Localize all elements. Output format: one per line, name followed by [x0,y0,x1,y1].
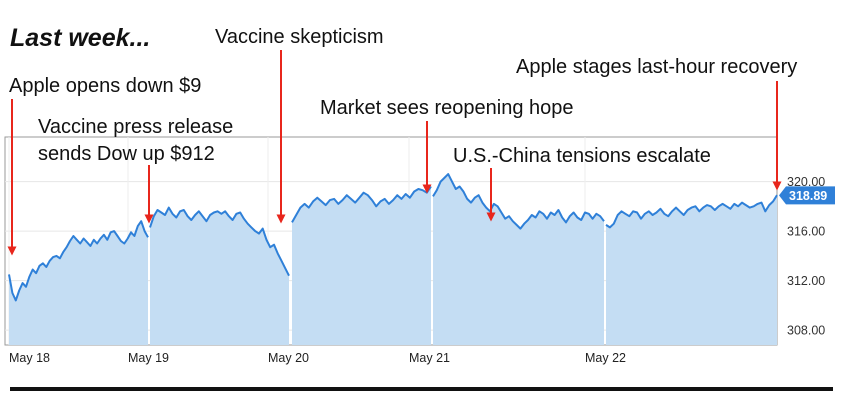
y-axis: 320.00 316.00 312.00 308.00 [787,175,825,338]
last-price-badge: 318.89 [779,186,835,205]
price-line-may-20 [291,185,432,223]
y-tick-label: 312.00 [787,274,825,288]
x-tick-label: May 21 [409,351,450,365]
price-badge-shape [779,186,835,205]
price-line-may-19 [149,206,290,277]
area-fill-may-20 [292,186,431,345]
annotation-vaccine-skepticism: Vaccine skepticism [215,26,384,224]
last-price-value: 318.89 [789,189,827,203]
x-axis: May 18 May 19 May 20 May 21 May 22 [9,351,626,365]
area-fill-may-22 [606,195,777,345]
x-tick-label: May 22 [585,351,626,365]
area-fill-may-19 [150,207,289,345]
x-tick-label: May 19 [128,351,169,365]
annotation-reopening-hope: Market sees reopening hope [320,97,574,194]
chart-heading: Last week... [10,24,150,52]
price-line-may-21 [432,173,605,230]
annotation-vaccine-press-release: Vaccine press release sends Dow up $912 [38,116,233,224]
annotation-skeptic-text: Vaccine skepticism [215,26,384,48]
annotation-china-tensions: U.S.-China tensions escalate [453,145,711,222]
area-fill-may-18 [9,221,148,345]
annotation-open-text: Apple opens down $9 [9,75,201,97]
y-tick-label: 316.00 [787,225,825,239]
price-series [8,173,778,345]
x-tick-label: May 20 [268,351,309,365]
annotation-press-text-line1: Vaccine press release [38,116,233,138]
annotation-last-hour-recovery: Apple stages last-hour recovery [516,56,797,191]
annotation-china-text: U.S.-China tensions escalate [453,145,711,167]
y-tick-label: 308.00 [787,324,825,338]
price-line-may-22 [605,194,778,229]
annotation-recovery-text: Apple stages last-hour recovery [516,56,797,78]
price-line-may-18 [8,220,149,302]
plot-area [4,136,778,346]
annotation-press-text-line2: sends Dow up $912 [38,143,215,165]
annotation-apple-opens-down: Apple opens down $9 [7,75,201,256]
annotation-reopen-text: Market sees reopening hope [320,97,574,119]
bottom-rule [10,387,833,391]
x-tick-label: May 18 [9,351,50,365]
y-tick-label: 320.00 [787,175,825,189]
